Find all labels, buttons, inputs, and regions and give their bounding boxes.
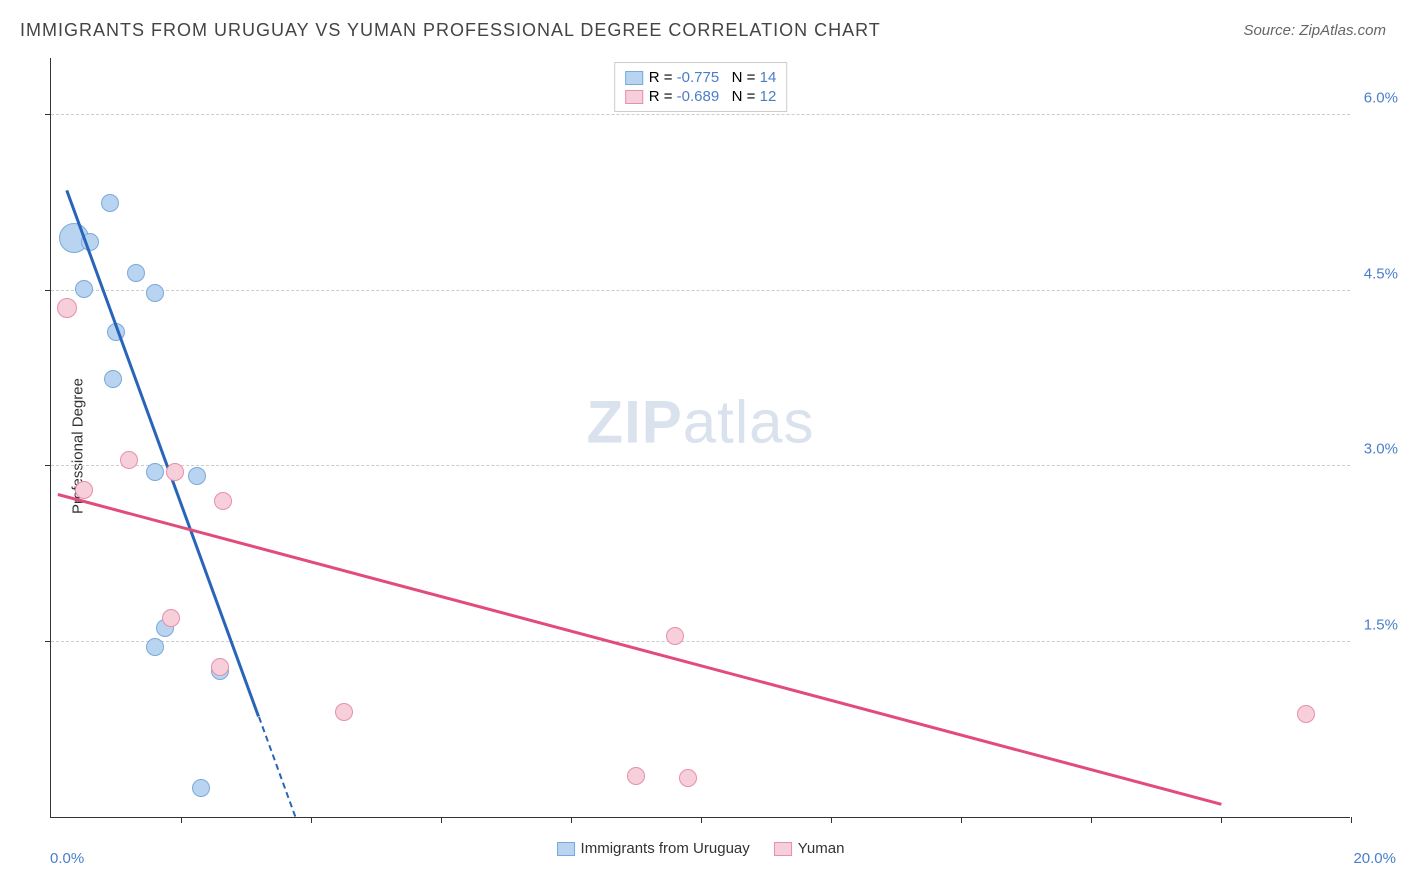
x-tick (311, 817, 312, 823)
x-tick (1091, 817, 1092, 823)
swatch-uruguay (557, 842, 575, 856)
legend-row-yuman: R = -0.689 N = 12 (625, 88, 777, 105)
y-tick (45, 114, 51, 115)
data-point-yuman (335, 703, 353, 721)
data-point-uruguay (146, 284, 164, 302)
data-point-uruguay (188, 467, 206, 485)
data-point-yuman (75, 481, 93, 499)
swatch-uruguay (625, 71, 643, 85)
gridline (51, 641, 1350, 642)
data-point-yuman (120, 451, 138, 469)
data-point-uruguay (127, 264, 145, 282)
x-tick (571, 817, 572, 823)
data-point-yuman (666, 627, 684, 645)
data-point-uruguay (146, 463, 164, 481)
watermark: ZIPatlas (586, 388, 814, 457)
data-point-uruguay (146, 638, 164, 656)
swatch-yuman (774, 842, 792, 856)
y-tick-label: 6.0% (1364, 90, 1398, 107)
data-point-yuman (162, 609, 180, 627)
legend-correlation: R = -0.775 N = 14 R = -0.689 N = 12 (614, 62, 788, 112)
x-tick (1351, 817, 1352, 823)
legend-item-yuman: Yuman (774, 840, 845, 857)
data-point-yuman (211, 658, 229, 676)
trend-line-uruguay (66, 190, 260, 717)
data-point-uruguay (101, 194, 119, 212)
data-point-yuman (1297, 705, 1315, 723)
x-axis-max-label: 20.0% (1353, 850, 1396, 867)
x-tick (701, 817, 702, 823)
trend-line-yuman (57, 493, 1221, 805)
y-tick-label: 1.5% (1364, 616, 1398, 633)
legend-series: Immigrants from Uruguay Yuman (557, 840, 845, 857)
x-tick (181, 817, 182, 823)
data-point-yuman (166, 463, 184, 481)
scatter-chart: ZIPatlas R = -0.775 N = 14 R = -0.689 N … (50, 58, 1350, 818)
legend-row-uruguay: R = -0.775 N = 14 (625, 69, 777, 86)
data-point-yuman (627, 767, 645, 785)
data-point-uruguay (192, 779, 210, 797)
data-point-yuman (679, 769, 697, 787)
y-tick-label: 3.0% (1364, 441, 1398, 458)
y-tick (45, 465, 51, 466)
data-point-uruguay (104, 370, 122, 388)
x-tick (441, 817, 442, 823)
data-point-yuman (214, 492, 232, 510)
y-tick (45, 290, 51, 291)
data-point-yuman (57, 298, 77, 318)
x-tick (1221, 817, 1222, 823)
gridline (51, 290, 1350, 291)
y-tick (45, 641, 51, 642)
page-title: IMMIGRANTS FROM URUGUAY VS YUMAN PROFESS… (20, 20, 881, 41)
swatch-yuman (625, 90, 643, 104)
gridline (51, 465, 1350, 466)
x-tick (961, 817, 962, 823)
x-tick (831, 817, 832, 823)
source-attribution: Source: ZipAtlas.com (1243, 22, 1386, 39)
x-axis-min-label: 0.0% (50, 850, 84, 867)
legend-item-uruguay: Immigrants from Uruguay (557, 840, 750, 857)
y-tick-label: 4.5% (1364, 265, 1398, 282)
data-point-uruguay (75, 280, 93, 298)
gridline (51, 114, 1350, 115)
trend-line-uruguay-extension (258, 716, 296, 816)
